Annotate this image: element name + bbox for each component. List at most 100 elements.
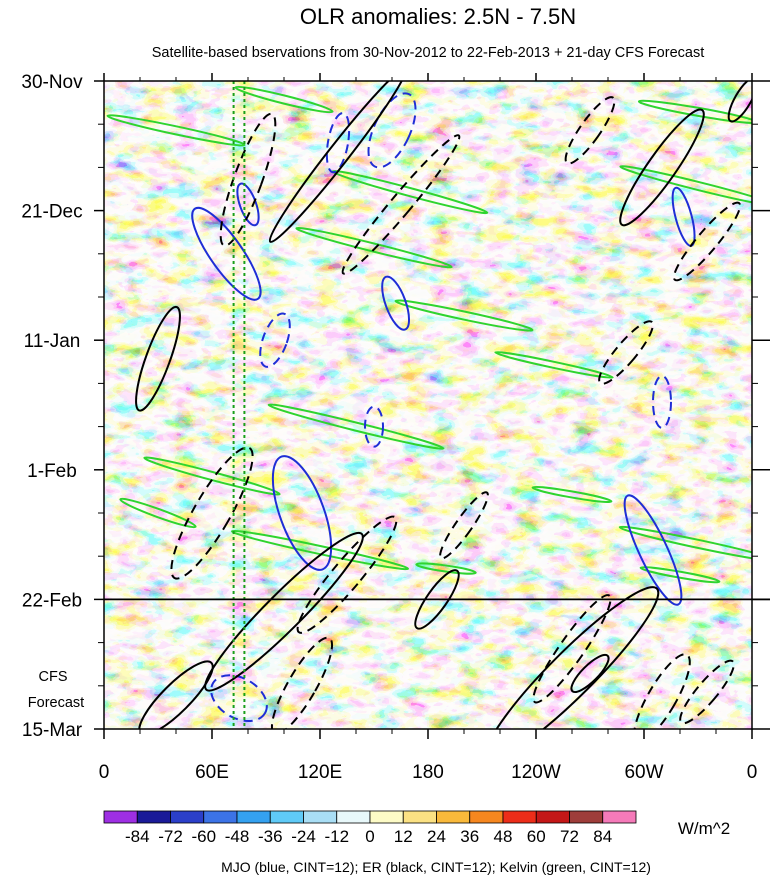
kelvin-contour [637,99,752,124]
mjo-contour [325,112,351,174]
colorbar-label: 72 [560,827,579,846]
mjo-contour [191,206,262,301]
y-tick-label: 1-Feb [27,461,77,482]
colorbar-label: -72 [158,827,183,846]
er-contour [268,81,408,243]
colorbar-label: 60 [527,827,546,846]
x-tick-label: 60W [624,762,663,783]
mjo-contour [259,312,291,368]
er-contour [570,653,610,694]
er-contour [341,134,461,275]
colorbar-swatch [402,810,437,824]
x-tick-label: 0 [99,762,110,783]
olr-anomaly-field [104,81,752,729]
forecast-label-line1: CFS [39,669,68,685]
mjo-contour [271,455,333,571]
colorbar-swatch [535,810,570,824]
y-tick-label: 11-Jan [24,331,81,352]
colorbar-label: -12 [324,827,349,846]
kelvin-contour [531,485,613,504]
kelvin-contour [234,85,334,114]
colorbar-label: 36 [460,827,479,846]
er-contour [484,586,660,729]
kelvin-contour [394,299,534,332]
colorbar-swatch [236,810,271,824]
kelvin-contour [618,525,752,562]
colorbar-label: 0 [365,827,374,846]
mjo-contour [236,182,260,227]
x-tick-label: 0 [747,762,758,783]
colorbar-label: -60 [191,827,216,846]
er-contour [138,660,214,729]
mjo-contour [623,494,683,606]
colorbar-label: -36 [258,827,283,846]
colorbar-swatch [103,810,138,824]
kelvin-contour [619,165,752,207]
colorbar-label: -84 [125,827,150,846]
colorbar-units: W/m^2 [678,819,730,838]
kelvin-contour [267,403,445,450]
colorbar-swatch [136,810,171,824]
colorbar-swatch [602,810,637,824]
er-contour [414,569,460,630]
y-tick-label: 15-Mar [22,720,83,741]
er-contour [439,491,489,560]
er-contour [619,108,705,227]
er-contour [564,96,616,165]
er-contour [270,636,334,729]
kelvin-contour [415,562,477,575]
colorbar-swatch [170,810,205,824]
er-contour [727,81,752,123]
colorbar-swatch [369,810,404,824]
footnote: MJO (blue, CINT=12); ER (black, CINT=12)… [221,859,651,875]
kelvin-contour [119,497,197,529]
y-tick-label: 21-Dec [21,202,82,223]
colorbar: -84 -72 -60 -48 -36 -24 -12 0 12 24 36 48 60 72 84 [103,810,637,846]
chart-subtitle: Satellite-based bservations from 30-Nov-… [152,45,705,61]
x-tick-label: 120W [511,762,561,783]
er-contour [219,112,277,247]
kelvin-contour [494,351,614,379]
colorbar-label: -24 [291,827,316,846]
colorbar-label: 12 [394,827,413,846]
y-tick-label: 22-Feb [22,590,82,611]
colorbar-label: 84 [593,827,612,846]
colorbar-swatch [569,810,604,824]
wave-filter-contours [106,81,752,729]
kelvin-contour [106,114,246,147]
y-axis: 30-Nov 21-Dec 11-Jan 1-Feb 22-Feb 15-Mar [21,72,770,741]
colorbar-swatch [303,810,338,824]
x-axis: 0 60E 120E 180 120W 60W 0 [99,73,758,783]
er-contour [679,659,735,725]
colorbar-swatch [336,810,371,824]
y-tick-label: 30-Nov [21,72,83,93]
colorbar-swatch [502,810,537,824]
mjo-contour [381,275,411,331]
kelvin-contour [230,529,410,571]
kelvin-contour [639,566,721,584]
mjo-contour [210,674,268,723]
x-tick-label: 60E [195,762,229,783]
colorbar-label: 48 [494,827,513,846]
chart-title: OLR anomalies: 2.5N - 7.5N [300,4,576,29]
mjo-contour [364,405,384,448]
mjo-contour [652,374,672,429]
x-tick-label: 180 [412,762,444,783]
er-contour [296,515,398,634]
colorbar-label: 24 [427,827,446,846]
plot-area [104,81,752,729]
forecast-label-line2: Forecast [28,695,84,711]
er-contour [170,446,254,580]
er-contour [135,305,181,412]
colorbar-swatch [269,810,304,824]
colorbar-swatch [469,810,504,824]
er-contour [598,320,654,385]
colorbar-swatch [203,810,238,824]
er-contour [532,594,612,704]
colorbar-swatch [436,810,471,824]
er-contour [633,653,691,729]
colorbar-label: -48 [225,827,250,846]
x-tick-label: 120E [298,762,342,783]
er-contour [672,201,742,282]
